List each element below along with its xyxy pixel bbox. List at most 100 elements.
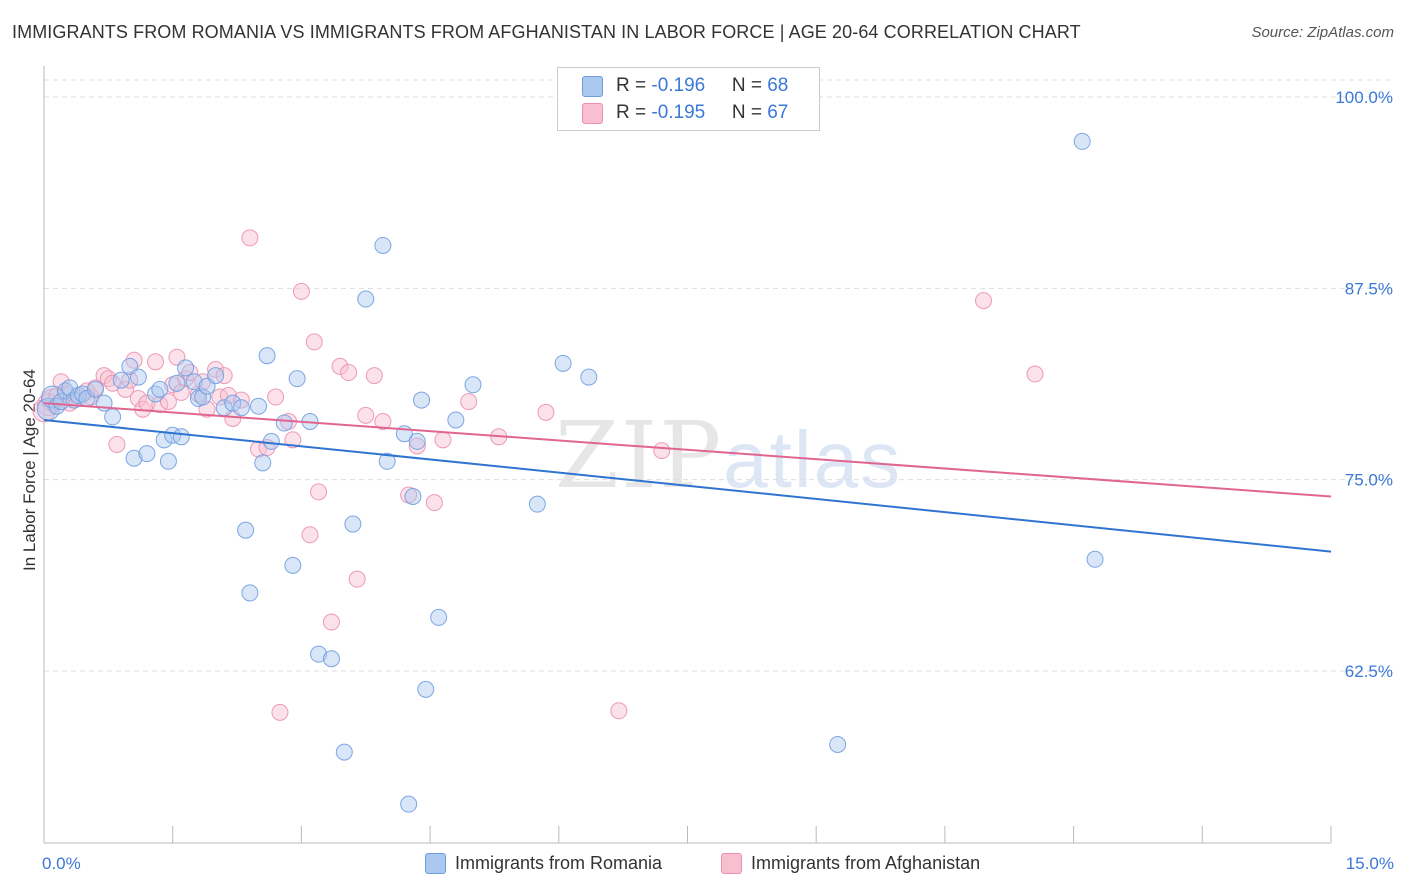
afghanistan-point (292, 282, 310, 300)
afghanistan-point (215, 367, 233, 385)
watermark-zip: ZIP (555, 402, 724, 509)
r-value-afghanistan: -0.195 (651, 102, 706, 123)
romania-point (164, 426, 182, 444)
romania-point (322, 650, 340, 668)
romania-point (528, 495, 546, 513)
romania-point (1073, 132, 1091, 150)
x-tick-label: 0.0% (42, 854, 81, 873)
n-label: N = (731, 102, 768, 123)
romania-point (237, 521, 255, 539)
afghanistan-point (322, 613, 340, 631)
romania-point (357, 290, 375, 308)
afghanistan-point (331, 357, 349, 375)
watermark: ZIPatlas (555, 402, 902, 509)
afghanistan-point (1026, 365, 1044, 383)
afghanistan-legend-label: Immigrants from Afghanistan (751, 853, 981, 873)
romania-point (310, 645, 328, 663)
n-value-romania: 68 (767, 75, 789, 96)
afghanistan-point (408, 437, 426, 455)
romania-point (241, 584, 259, 602)
afghanistan-point (610, 702, 628, 720)
x-tick-label: 15.0% (1346, 854, 1394, 873)
romania-point (112, 371, 130, 389)
afghanistan-trend-line (43, 402, 1332, 498)
afghanistan-point (125, 351, 143, 369)
romania-legend-label: Immigrants from Romania (455, 853, 663, 873)
n-value-afghanistan: 67 (767, 102, 789, 123)
afghanistan-point (310, 483, 328, 501)
romania-point (172, 428, 190, 446)
r-label: R = (616, 102, 652, 123)
romania-point (378, 452, 396, 470)
romania-point (159, 452, 177, 470)
romania-point (430, 608, 448, 626)
romania-point (408, 432, 426, 450)
romania-point (1086, 550, 1104, 568)
romania-point (464, 376, 482, 394)
afghanistan-swatch (582, 103, 603, 124)
afghanistan-point (159, 393, 177, 411)
afghanistan-point (365, 367, 383, 385)
romania-point (86, 380, 104, 398)
r-value-romania: -0.196 (651, 75, 706, 96)
afghanistan-point (108, 435, 126, 453)
romania-trend-line (43, 418, 1332, 553)
afghanistan-point (301, 526, 319, 544)
afghanistan-point (374, 413, 392, 431)
romania-point (829, 735, 847, 753)
romania-point (254, 454, 272, 472)
romania-point (138, 445, 156, 463)
romania-swatch (582, 76, 603, 97)
romania-point (129, 368, 147, 386)
romania-point (580, 368, 598, 386)
afghanistan-legend-swatch (721, 853, 742, 874)
r-label: R = (616, 75, 652, 96)
romania-point (104, 408, 122, 426)
romania-point (250, 397, 267, 415)
romania-point (284, 556, 302, 574)
afghanistan-point (147, 353, 165, 371)
romania-point (404, 488, 422, 506)
romania-point (275, 414, 293, 432)
afghanistan-point (117, 380, 135, 398)
y-tick-label: 62.5% (1345, 662, 1393, 681)
romania-legend-swatch (425, 853, 446, 874)
afghanistan-point (357, 406, 375, 424)
source-label: Source: ZipAtlas.com (1251, 24, 1394, 41)
afghanistan-point (129, 390, 147, 408)
romania-point (194, 388, 212, 406)
romania-point (262, 432, 280, 450)
chart-title: IMMIGRANTS FROM ROMANIA VS IMMIGRANTS FR… (12, 22, 1081, 42)
romania-point (447, 411, 465, 429)
romania-point (417, 680, 435, 698)
romania-point (207, 367, 225, 385)
romania-point (232, 399, 250, 417)
stats-legend: R = -0.196 N = 68 R = -0.195 N = 67 (557, 67, 820, 131)
romania-point (224, 394, 242, 412)
afghanistan-point (207, 360, 225, 378)
romania-point (168, 374, 186, 392)
afghanistan-point (348, 570, 366, 588)
romania-point (400, 795, 418, 813)
romania-point (125, 449, 143, 467)
afghanistan-point (340, 364, 358, 382)
afghanistan-point (172, 383, 190, 401)
romania-point (177, 359, 195, 377)
afghanistan-point (305, 333, 323, 351)
romania-point (344, 515, 362, 533)
y-tick-label: 75.0% (1345, 471, 1393, 490)
afghanistan-point (434, 431, 452, 449)
afghanistan-point (425, 494, 443, 512)
afghanistan-point (267, 388, 285, 406)
afghanistan-point (653, 442, 671, 460)
romania-point (151, 380, 169, 398)
romania-point (185, 373, 203, 391)
afghanistan-point (975, 292, 993, 310)
afghanistan-point (271, 703, 289, 721)
y-tick-label: 100.0% (1335, 88, 1393, 107)
romania-point (413, 391, 431, 409)
y-tick-label: 87.5% (1345, 279, 1393, 298)
romania-point (554, 354, 572, 372)
afghanistan-point (537, 403, 555, 421)
